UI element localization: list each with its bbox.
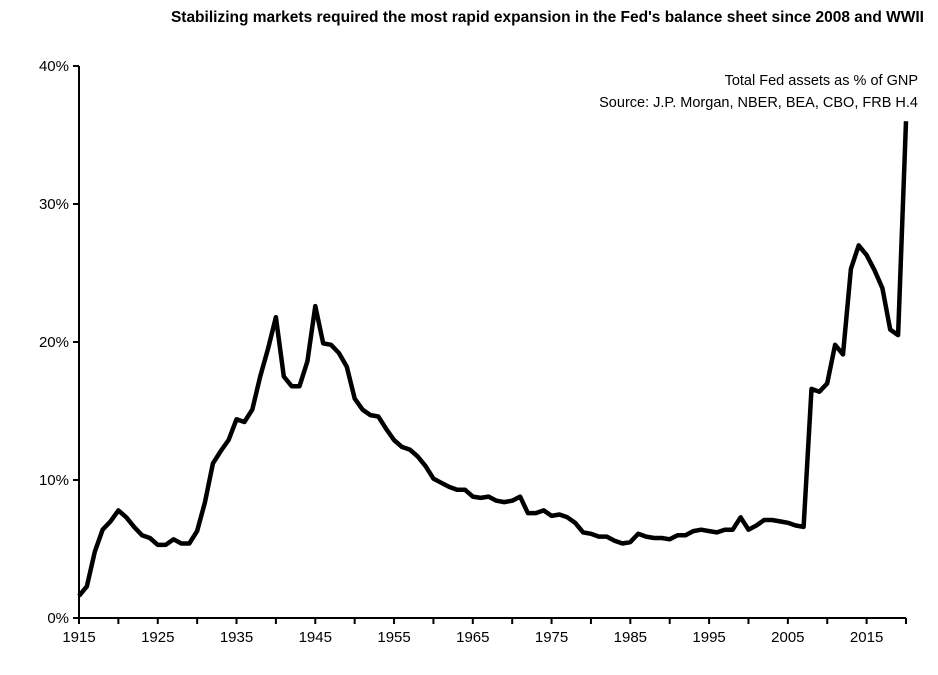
x-tick-label: 1965 <box>456 629 489 646</box>
x-tick-label: 2015 <box>850 629 883 646</box>
x-tick-label: 1985 <box>614 629 647 646</box>
y-tick-label: 30% <box>39 196 69 213</box>
chart-source: Source: J.P. Morgan, NBER, BEA, CBO, FRB… <box>599 95 918 111</box>
x-tick-label: 1935 <box>220 629 253 646</box>
x-tick-label: 2005 <box>771 629 804 646</box>
y-tick-label: 0% <box>47 610 69 627</box>
y-tick-label: 20% <box>39 334 69 351</box>
y-tick-label: 10% <box>39 472 69 489</box>
chart-title: Stabilizing markets required the most ra… <box>170 9 924 26</box>
x-tick-label: 1915 <box>62 629 95 646</box>
series-line-fed-assets <box>77 121 909 598</box>
x-tick-label: 1955 <box>377 629 410 646</box>
x-tick-label: 1925 <box>141 629 174 646</box>
axes <box>73 65 907 624</box>
chart-subtitle: Total Fed assets as % of GNP <box>724 73 918 89</box>
chart-annotation: Total Fed assets as % of GNP Source: J.P… <box>599 70 918 114</box>
y-tick-label: 40% <box>39 58 69 75</box>
x-tick-label: 1975 <box>535 629 568 646</box>
x-tick-label: 1995 <box>692 629 725 646</box>
x-tick-label: 1945 <box>299 629 332 646</box>
tick-labels: 0% 10% 20% 30% 40% 1915 1925 1935 1945 1955 1965 19… <box>39 58 883 646</box>
